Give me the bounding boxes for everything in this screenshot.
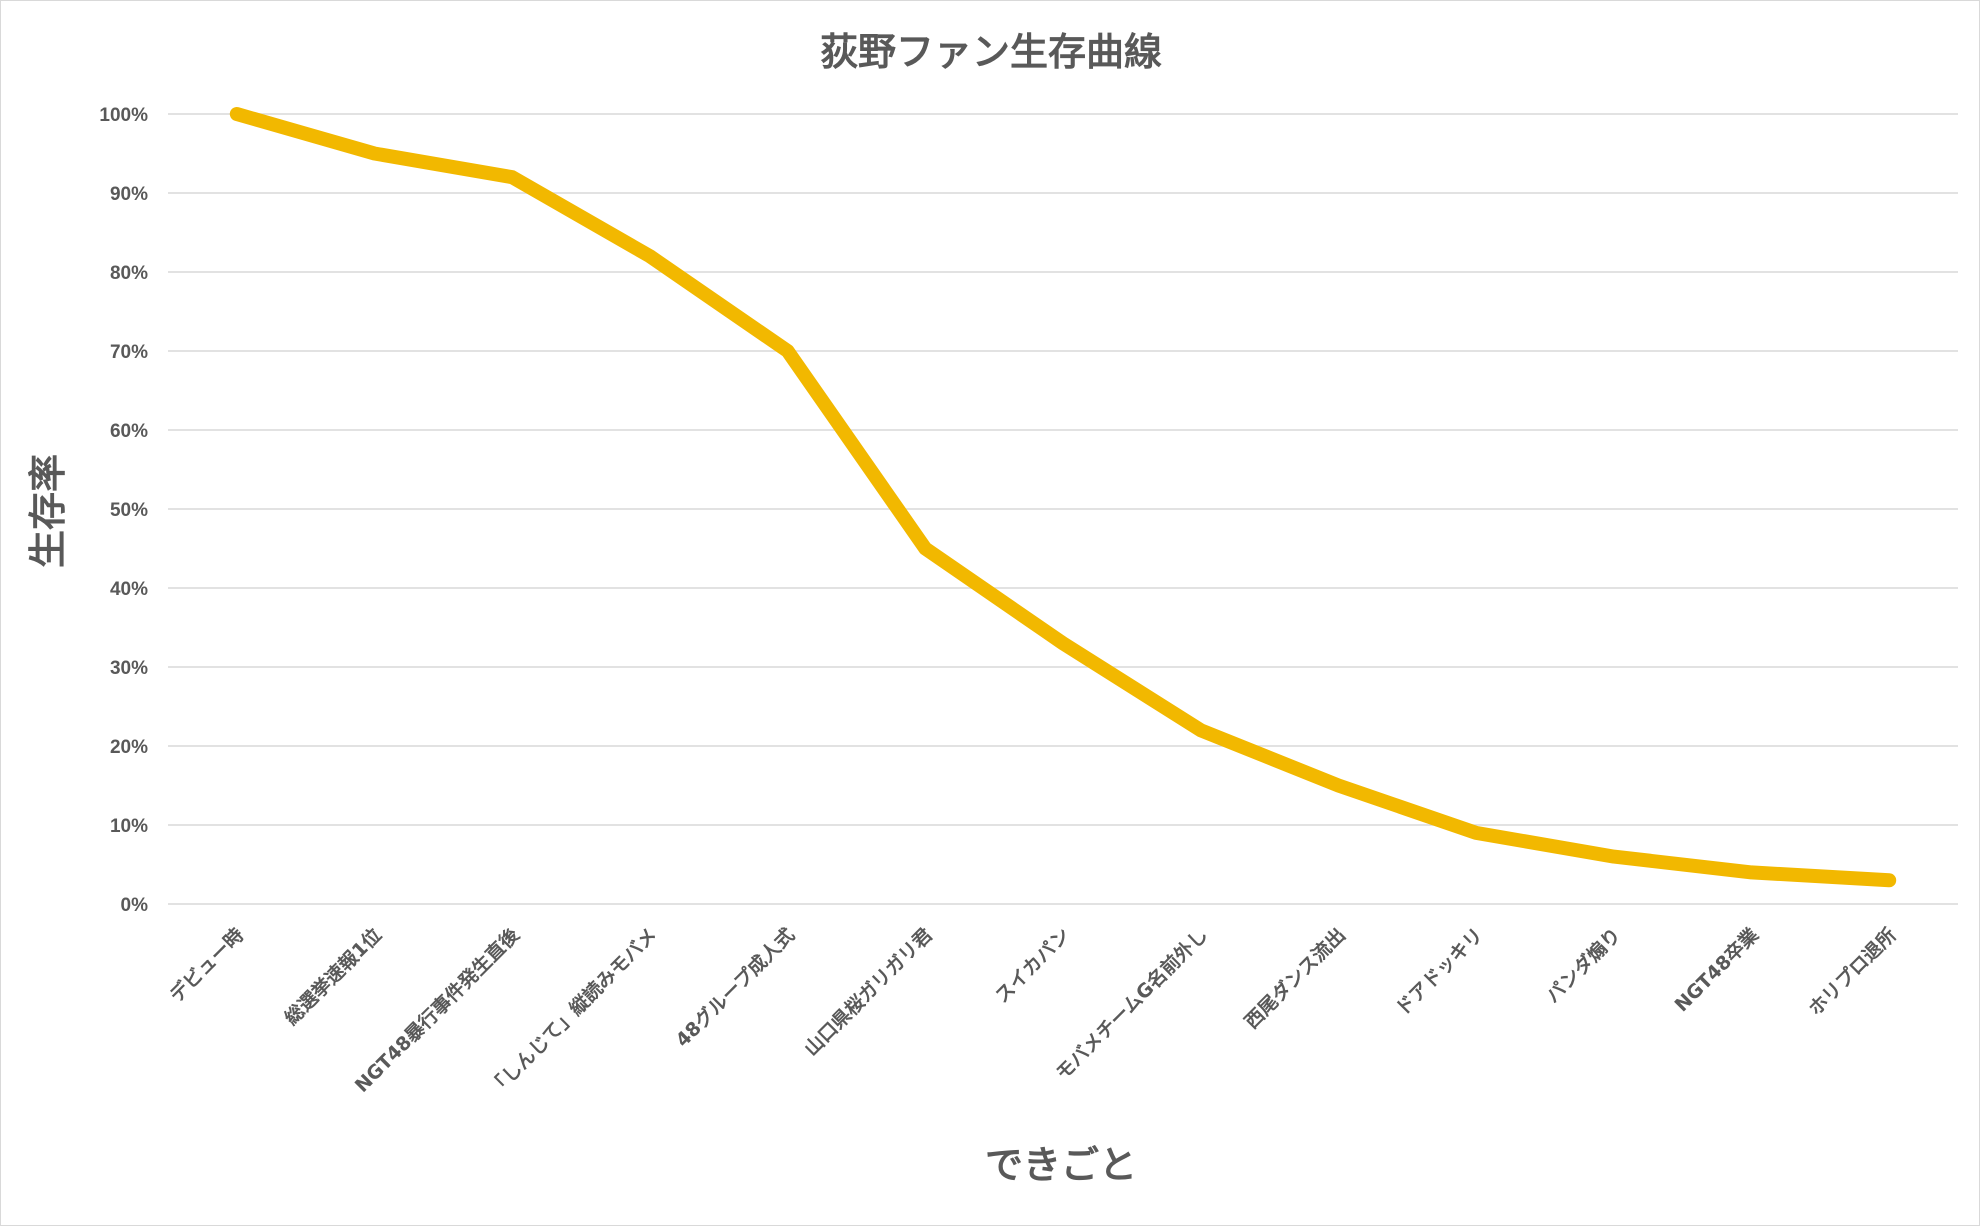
y-tick-label: 20%	[110, 737, 148, 758]
data-point	[1611, 854, 1616, 859]
data-point	[647, 254, 652, 259]
x-tick-label: モバメチームG名前外し	[1051, 923, 1212, 1084]
x-tick-label: 西尾ダンス流出	[1240, 923, 1350, 1033]
chart-title: 荻野ファン生存曲線	[820, 30, 1162, 74]
y-tick-label: 70%	[110, 342, 148, 363]
x-tick-label: デビュー時	[165, 923, 248, 1006]
y-tick-label: 90%	[110, 184, 148, 205]
y-tick-label: 40%	[110, 579, 148, 600]
data-point	[510, 175, 515, 180]
x-tick-label: 山口県桜ガリガリ君	[800, 923, 937, 1060]
x-tick-label: 総選挙速報1位	[280, 923, 386, 1029]
gridlines	[168, 113, 1958, 905]
series-line	[229, 107, 1897, 888]
x-axis-title: できごと	[985, 1143, 1137, 1187]
data-point	[1887, 878, 1892, 883]
data-point	[1749, 870, 1754, 875]
x-tick-label: ホリプロ退所	[1804, 923, 1901, 1020]
x-tick-label: スイカパン	[991, 924, 1074, 1007]
y-tick-label: 30%	[110, 658, 148, 679]
y-tick-label: 60%	[110, 421, 148, 442]
y-axis-ticks: 0% 10% 20% 30% 40% 50% 60% 70% 80% 90% 100%	[99, 105, 148, 916]
y-tick-label: 80%	[110, 263, 148, 284]
data-point	[234, 112, 239, 116]
x-tick-label: 48グループ成人式	[671, 923, 799, 1051]
x-tick-label: パンダ煽り	[1541, 923, 1625, 1007]
data-point	[372, 151, 377, 156]
data-point	[1474, 830, 1479, 835]
data-point	[1336, 783, 1341, 788]
data-point	[1061, 641, 1065, 646]
y-axis-title: 生存率	[26, 454, 70, 568]
y-tick-label: 100%	[99, 105, 148, 126]
data-point	[785, 349, 790, 353]
data-point	[923, 546, 928, 551]
y-tick-label: 0%	[121, 895, 149, 916]
x-tick-label: NGT48卒業	[1670, 923, 1764, 1017]
series-layer	[229, 107, 1897, 888]
x-tick-label: ドアドッキリ	[1391, 924, 1487, 1020]
y-tick-label: 10%	[110, 816, 148, 837]
y-tick-label: 50%	[110, 500, 148, 521]
data-point	[1198, 728, 1203, 733]
